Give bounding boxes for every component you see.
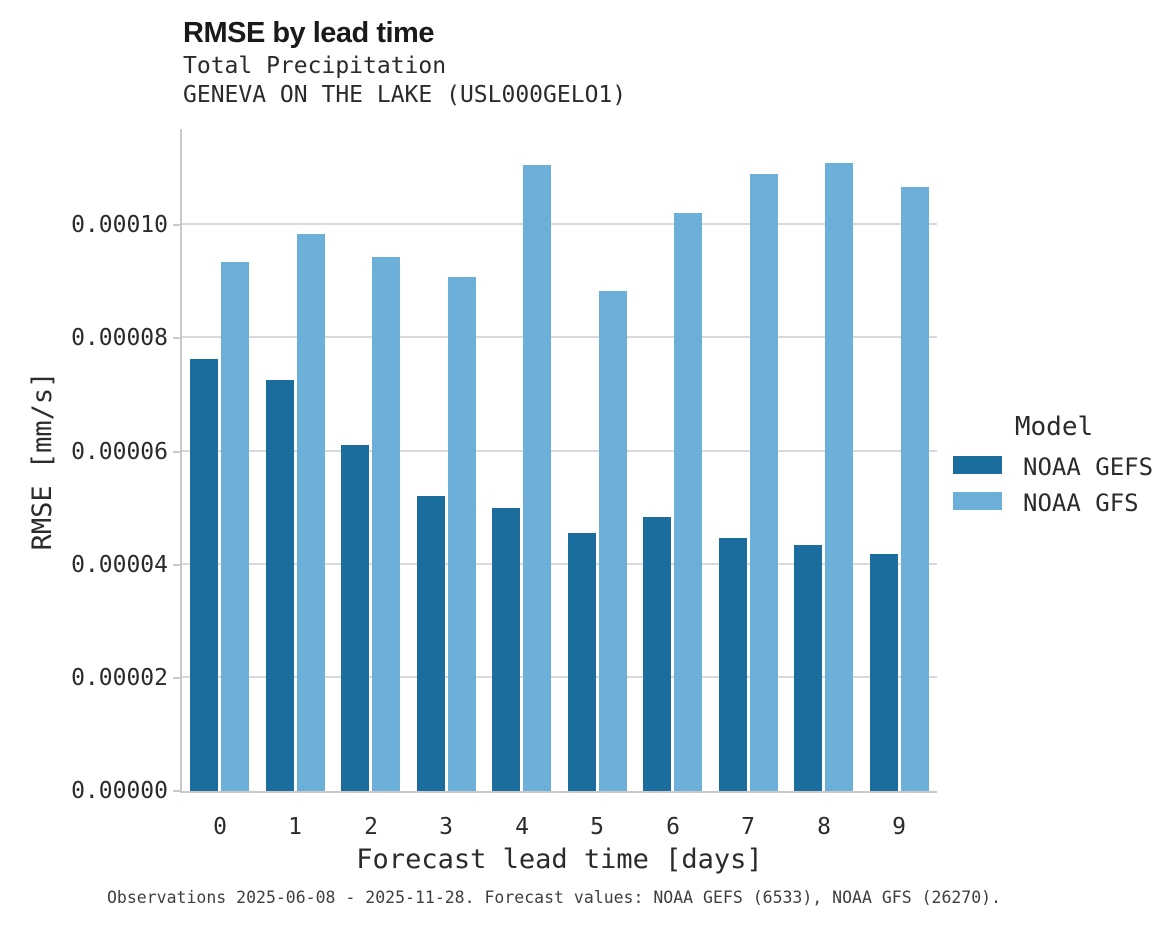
legend-title: Model [1014, 412, 1094, 442]
y-tick-label: 0.00000 [71, 778, 168, 804]
y-tick-label: 0.00008 [71, 325, 168, 351]
bar-noaa-gfs-day-4 [523, 165, 551, 791]
legend-swatch [953, 456, 1002, 474]
x-axis-label: Forecast lead time [days] [356, 844, 763, 875]
y-tick-mark [173, 564, 181, 566]
bar-noaa-gefs-day-0 [190, 359, 218, 791]
y-tick-mark [173, 451, 181, 453]
chart-title: RMSE by lead time [183, 17, 434, 49]
x-tick-label: 0 [213, 814, 227, 840]
x-tick-label: 1 [288, 814, 302, 840]
legend-label: NOAA GEFS [1023, 453, 1154, 481]
gridline [182, 223, 937, 225]
y-tick-label: 0.00010 [71, 212, 168, 238]
legend-item-noaa-gfs: NOAA GFS [953, 490, 1155, 517]
gridline [182, 336, 937, 338]
y-tick-mark [173, 224, 181, 226]
x-tick-label: 6 [666, 814, 680, 840]
x-tick-label: 5 [590, 814, 604, 840]
bar-noaa-gfs-day-2 [372, 257, 400, 791]
y-tick-label: 0.00006 [71, 439, 168, 465]
gridline [182, 450, 937, 452]
bar-noaa-gefs-day-4 [492, 508, 520, 791]
bar-noaa-gfs-day-9 [901, 187, 929, 791]
bar-noaa-gefs-day-3 [417, 496, 445, 791]
bar-noaa-gfs-day-7 [750, 174, 778, 791]
gridline [182, 676, 937, 678]
bar-noaa-gefs-day-7 [719, 538, 747, 791]
x-tick-label: 7 [741, 814, 755, 840]
bar-noaa-gfs-day-3 [448, 277, 476, 791]
y-tick-label: 0.00002 [71, 665, 168, 691]
x-tick-label: 9 [892, 814, 906, 840]
caption: Observations 2025-06-08 - 2025-11-28. Fo… [107, 888, 1002, 907]
x-tick-label: 4 [515, 814, 529, 840]
x-tick-label: 8 [817, 814, 831, 840]
legend-swatch [953, 492, 1002, 510]
bar-noaa-gfs-day-0 [221, 262, 249, 791]
y-tick-mark [173, 337, 181, 339]
bar-noaa-gefs-day-2 [341, 445, 369, 791]
bar-noaa-gefs-day-6 [643, 517, 671, 791]
bar-noaa-gfs-day-6 [674, 213, 702, 791]
bar-noaa-gfs-day-1 [297, 234, 325, 791]
chart-station-line: GENEVA ON THE LAKE (USL000GELO1) [183, 82, 627, 108]
chart-subtitle: Total Precipitation [183, 53, 447, 79]
bar-noaa-gefs-day-8 [794, 545, 822, 791]
bar-noaa-gfs-day-8 [825, 163, 853, 791]
bar-noaa-gefs-day-1 [266, 380, 294, 791]
y-tick-mark [173, 790, 181, 792]
plot-area [180, 129, 937, 793]
x-tick-label: 3 [439, 814, 453, 840]
x-tick-label: 2 [364, 814, 378, 840]
bar-noaa-gefs-day-9 [870, 554, 898, 791]
y-tick-mark [173, 677, 181, 679]
bar-noaa-gfs-day-5 [599, 291, 627, 791]
legend-label: NOAA GFS [1023, 489, 1139, 517]
gridline [182, 563, 937, 565]
legend-item-noaa-gefs: NOAA GEFS [953, 454, 1155, 481]
y-tick-label: 0.00004 [71, 552, 168, 578]
bar-noaa-gefs-day-5 [568, 533, 596, 791]
